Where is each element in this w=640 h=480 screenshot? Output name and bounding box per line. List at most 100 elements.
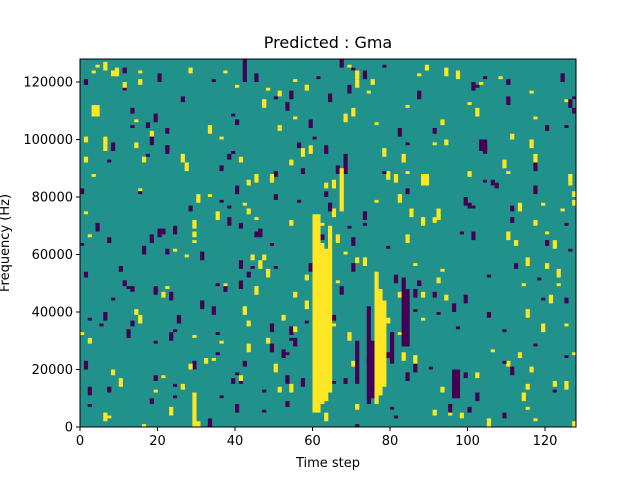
heatmap-cell [560, 208, 565, 212]
heatmap-cell-low [405, 289, 410, 347]
heatmap-cell [223, 283, 228, 287]
heatmap-cell [161, 228, 166, 235]
heatmap-cell [413, 289, 418, 298]
heatmap-cell [432, 409, 437, 416]
heatmap-cell [386, 317, 391, 324]
heatmap-cell [413, 263, 418, 266]
heatmap-cell [207, 125, 213, 134]
heatmap-cell [219, 199, 224, 203]
heatmap-cell [269, 323, 275, 333]
heatmap-cell [223, 70, 228, 74]
heatmap-cell [227, 153, 232, 160]
heatmap-cell [83, 360, 89, 370]
heatmap-cell [335, 280, 340, 284]
heatmap-cell [572, 421, 577, 427]
heatmap-cell-high [374, 271, 379, 404]
heatmap-cell [529, 139, 534, 149]
heatmap-cell [138, 79, 143, 85]
heatmap-cell [405, 142, 410, 146]
heatmap-cell [421, 217, 426, 226]
heatmap-cell [87, 317, 92, 321]
heatmap-cell [568, 99, 573, 108]
heatmap-cell [572, 191, 577, 197]
heatmap-cell [351, 237, 356, 246]
heatmap-cell [80, 243, 85, 246]
heatmap-cell-low [401, 277, 406, 347]
heatmap-cell [293, 116, 298, 120]
heatmap-cell [242, 360, 247, 367]
heatmap-cell [568, 248, 573, 252]
heatmap-cell [87, 386, 92, 396]
heatmap-cell [537, 277, 542, 281]
heatmap-cell [564, 297, 569, 304]
heatmap-cell [533, 153, 538, 163]
heatmap-cell [316, 76, 321, 80]
heatmap-cell-high [95, 105, 100, 117]
x-tick-label: 120 [533, 434, 558, 449]
heatmap-cell [235, 119, 240, 126]
heatmap-cell [277, 90, 282, 97]
heatmap-cell [502, 412, 507, 419]
heatmap-cell [273, 194, 278, 200]
heatmap-cell [103, 136, 108, 146]
heatmap-cell [293, 337, 298, 347]
heatmap-cell [467, 171, 472, 177]
heatmap-cell [471, 231, 476, 241]
heatmap-cell [289, 159, 294, 166]
heatmap-cell-high [324, 248, 329, 402]
heatmap-cell [393, 174, 399, 183]
heatmap-cell [432, 142, 437, 146]
heatmap-cell-high [424, 174, 430, 186]
heatmap-cell [572, 199, 577, 206]
heatmap-cell [254, 231, 259, 238]
heatmap-cell [289, 383, 294, 393]
heatmap-cell [207, 194, 213, 197]
heatmap-cell [192, 231, 197, 238]
heatmap-cell [80, 188, 85, 195]
heatmap-cell [525, 309, 530, 318]
heatmap-cell [145, 153, 151, 157]
heatmap-cell [173, 383, 178, 387]
heatmap-cell [463, 372, 468, 379]
heatmap-cell [572, 352, 577, 356]
heatmap-cell [355, 79, 360, 88]
heatmap-cell [173, 395, 178, 399]
heatmap-cell [312, 136, 317, 140]
heatmap-cell [405, 188, 410, 195]
heatmap-cell [266, 87, 271, 91]
heatmap-cell [231, 113, 236, 117]
heatmap-cell [138, 191, 143, 195]
heatmap-cell [475, 392, 480, 402]
heatmap-cell [533, 116, 538, 120]
heatmap-cell [490, 349, 495, 353]
heatmap-cell [91, 70, 96, 74]
heatmap-cell [331, 323, 337, 327]
x-tick-label: 100 [455, 434, 480, 449]
plot-frame [79, 58, 577, 428]
heatmap-cell-high [382, 300, 387, 387]
heatmap-cell [219, 165, 224, 172]
heatmap-cell [215, 352, 220, 356]
heatmap-cell [424, 64, 430, 71]
heatmap-cell [308, 263, 313, 272]
heatmap-cell [188, 205, 193, 212]
heatmap-cell [514, 240, 519, 246]
heatmap-cell [436, 214, 441, 220]
heatmap-cell [91, 174, 96, 177]
heatmap-cell [510, 217, 515, 223]
heatmap-cell [506, 231, 511, 241]
heatmap-cell [242, 202, 247, 206]
heatmap-cell [525, 257, 530, 266]
heatmap-cell [215, 211, 220, 220]
heatmap-cell [262, 409, 267, 413]
heatmap-cell [521, 283, 526, 287]
heatmap-cell [362, 257, 368, 266]
heatmap-cell [413, 363, 418, 373]
heatmap-cell [273, 363, 278, 373]
heatmap-cell [440, 119, 445, 126]
heatmap-cell-high [312, 214, 317, 413]
heatmap-cell [564, 99, 569, 103]
heatmap-cell [161, 291, 166, 298]
heatmap-cell [130, 320, 135, 327]
heatmap-cell [351, 360, 356, 367]
